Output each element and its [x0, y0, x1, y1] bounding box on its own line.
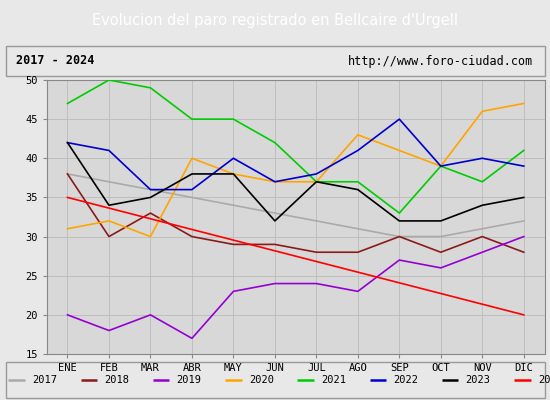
Text: Evolucion del paro registrado en Bellcaire d'Urgell: Evolucion del paro registrado en Bellcai… [92, 14, 458, 28]
Text: 2020: 2020 [249, 375, 274, 385]
Text: http://www.foro-ciudad.com: http://www.foro-ciudad.com [348, 54, 534, 68]
FancyBboxPatch shape [6, 362, 544, 398]
Text: 2017: 2017 [32, 375, 57, 385]
Text: 2024: 2024 [538, 375, 550, 385]
FancyBboxPatch shape [6, 46, 544, 76]
Text: 2021: 2021 [321, 375, 346, 385]
Text: 2019: 2019 [177, 375, 201, 385]
Text: 2023: 2023 [466, 375, 491, 385]
Text: 2018: 2018 [104, 375, 129, 385]
Text: 2022: 2022 [393, 375, 419, 385]
Text: 2017 - 2024: 2017 - 2024 [16, 54, 95, 68]
